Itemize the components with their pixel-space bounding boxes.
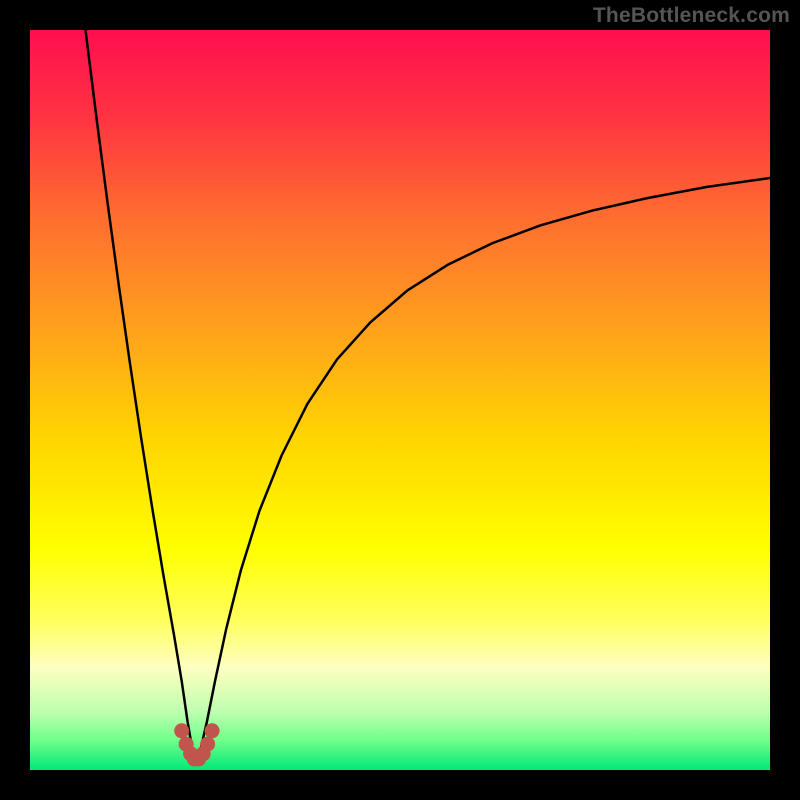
scatter-point <box>205 723 220 738</box>
scatter-point <box>174 723 189 738</box>
chart-container: TheBottleneck.com <box>0 0 800 800</box>
scatter-point <box>200 737 215 752</box>
watermark-label: TheBottleneck.com <box>593 4 790 28</box>
bottleneck-curve-chart <box>0 0 800 800</box>
plot-background <box>30 30 770 770</box>
